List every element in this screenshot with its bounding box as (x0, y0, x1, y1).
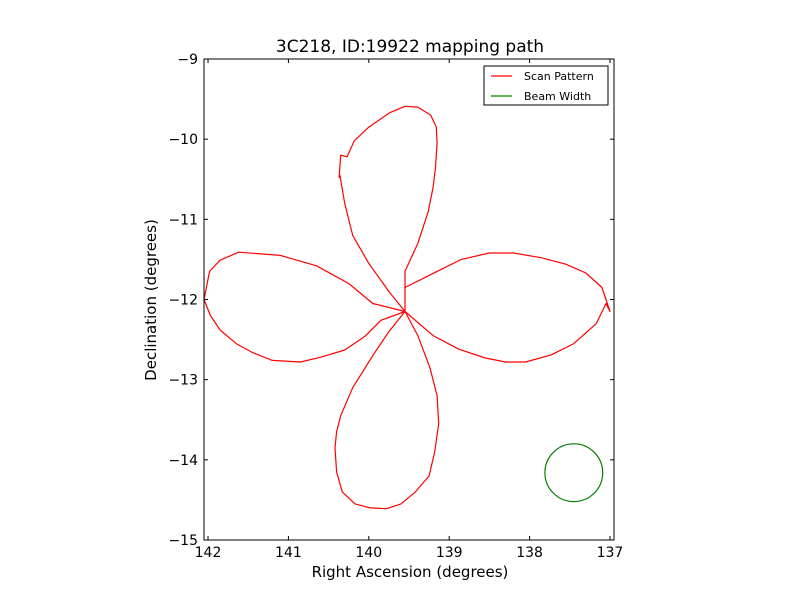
plot-area (203, 58, 615, 541)
legend-label-beam-width: Beam Width (524, 90, 591, 103)
chart-title: 3C218, ID:19922 mapping path (276, 37, 544, 57)
x-tick-label: 139 (436, 545, 463, 561)
legend-label-scan-pattern: Scan Pattern (524, 70, 594, 83)
y-tick-label: −13 (168, 373, 198, 389)
beam-width-circle (544, 443, 604, 503)
y-tick-label: −15 (168, 533, 198, 549)
x-tick-label: 138 (516, 545, 543, 561)
y-axis-label: Declination (degrees) (142, 219, 160, 381)
scan-pattern-line (203, 105, 611, 510)
y-tick-label: −9 (177, 52, 198, 68)
y-tick-label: −14 (168, 453, 198, 469)
x-tick-label: 137 (597, 545, 624, 561)
y-tick-label: −11 (168, 212, 198, 228)
y-axis-ticks: −9 −10 −11 −12 −13 −14 −15 (168, 52, 614, 549)
x-axis-ticks: 142 141 140 139 138 137 (195, 59, 624, 561)
series-layer (203, 105, 611, 510)
x-tick-label: 141 (275, 545, 302, 561)
x-tick-label: 140 (355, 545, 382, 561)
legend: Scan Pattern Beam Width (483, 65, 609, 106)
x-tick-label: 142 (195, 545, 222, 561)
legend-box (483, 65, 609, 106)
y-tick-label: −12 (168, 293, 198, 309)
plot-background (204, 59, 614, 540)
y-tick-label: −10 (168, 132, 198, 148)
x-axis-label: Right Ascension (degrees) (312, 563, 509, 581)
